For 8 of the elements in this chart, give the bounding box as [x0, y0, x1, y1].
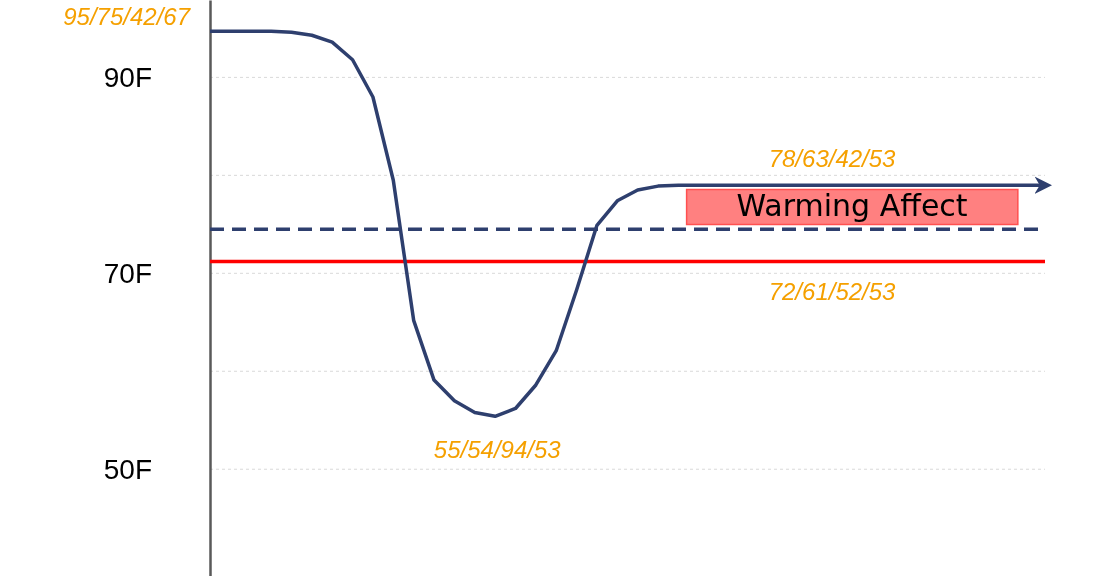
annotation: Warming Affect — [736, 187, 968, 223]
annotation: 78/63/42/53 — [768, 145, 897, 173]
y-tick-label: 90F — [103, 61, 152, 93]
y-tick-label: 70F — [103, 257, 152, 289]
text: 95/75/42/67 — [63, 3, 192, 30]
y-tick-label: 50F — [103, 453, 152, 485]
annotation: 55/54/94/53 — [433, 436, 562, 464]
annotation: 72/61/52/53 — [768, 277, 897, 305]
